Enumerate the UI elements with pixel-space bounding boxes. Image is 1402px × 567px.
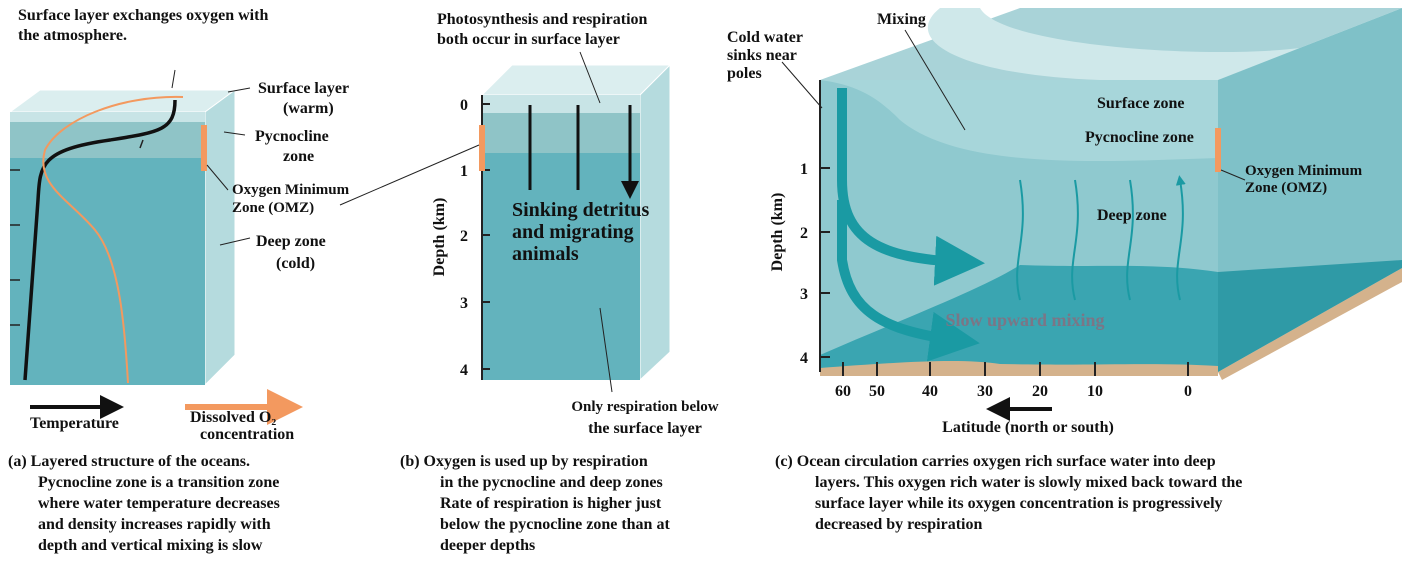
axis-label: Latitude (north or south) bbox=[942, 419, 1114, 436]
label: Pycnocline zone bbox=[1085, 129, 1194, 146]
legend-label: concentration bbox=[200, 426, 294, 443]
caption: and density increases rapidly with bbox=[38, 516, 271, 533]
diagram: Surface layer exchanges oxygen with the … bbox=[0, 0, 1402, 567]
caption: decreased by respiration bbox=[815, 516, 983, 533]
axis-label: Depth (km) bbox=[769, 193, 786, 272]
tick-label: 3 bbox=[800, 286, 808, 303]
caption: Pycnocline zone is a transition zone bbox=[38, 474, 279, 491]
label: Oxygen Minimum bbox=[232, 182, 350, 198]
note: the surface layer bbox=[588, 420, 702, 437]
tick-label: 2 bbox=[800, 225, 808, 242]
caption: depth and vertical mixing is slow bbox=[38, 537, 263, 554]
caption: (b) Oxygen is used up by respiration bbox=[400, 453, 648, 470]
tick-label: 1 bbox=[800, 161, 808, 178]
label: Surface layer bbox=[258, 80, 349, 97]
caption: deeper depths bbox=[440, 537, 535, 554]
label: Slow upward mixing bbox=[945, 310, 1104, 330]
tick-label: 20 bbox=[1032, 383, 1048, 400]
caption: (a) Layered structure of the oceans. bbox=[8, 453, 250, 470]
label: poles bbox=[727, 65, 762, 82]
label: (warm) bbox=[283, 100, 334, 117]
label: Deep zone bbox=[256, 233, 326, 250]
note: both occur in surface layer bbox=[437, 31, 620, 48]
label: sinks near bbox=[727, 47, 797, 64]
caption: Rate of respiration is higher just bbox=[440, 495, 662, 512]
label: and migrating bbox=[512, 221, 634, 243]
legend-label: Dissolved O₂ bbox=[190, 409, 276, 426]
label: animals bbox=[512, 243, 579, 265]
label: Pycnocline bbox=[255, 128, 329, 145]
caption: in the pycnocline and deep zones bbox=[440, 474, 663, 491]
label: zone bbox=[283, 148, 314, 165]
label: Oxygen Minimum bbox=[1245, 163, 1363, 179]
tick-label: 30 bbox=[977, 383, 993, 400]
panel-a: Surface layer exchanges oxygen with the … bbox=[8, 7, 350, 554]
caption: (c) Ocean circulation carries oxygen ric… bbox=[775, 453, 1216, 470]
tick-label: 1 bbox=[460, 163, 468, 180]
caption: where water temperature decreases bbox=[38, 495, 280, 512]
panel-b: Photosynthesis and respiration both occu… bbox=[340, 11, 719, 554]
label: Sinking detritus bbox=[512, 199, 649, 221]
tick-label: 0 bbox=[460, 97, 468, 114]
label: Zone (OMZ) bbox=[232, 200, 314, 216]
label: (cold) bbox=[276, 255, 315, 272]
tick-label: 60 bbox=[835, 383, 851, 400]
panel-c: Mixing Cold water sinks near poles Surfa… bbox=[727, 8, 1402, 533]
note: the atmosphere. bbox=[18, 27, 127, 44]
legend-label: Temperature bbox=[30, 415, 119, 432]
note: Only respiration below bbox=[571, 399, 718, 415]
tick-label: 10 bbox=[1087, 383, 1103, 400]
caption: below the pycnocline zone than at bbox=[440, 516, 670, 533]
caption: surface layer while its oxygen concentra… bbox=[815, 495, 1223, 512]
note: Photosynthesis and respiration bbox=[437, 11, 648, 28]
tick-label: 40 bbox=[922, 383, 938, 400]
tick-label: 0 bbox=[1184, 383, 1192, 400]
label: Deep zone bbox=[1097, 207, 1167, 224]
tick-label: 4 bbox=[460, 362, 468, 379]
tick-label: 50 bbox=[869, 383, 885, 400]
label: Mixing bbox=[877, 11, 926, 28]
tick-label: 4 bbox=[800, 350, 808, 367]
tick-label: 2 bbox=[460, 228, 468, 245]
caption: layers. This oxygen rich water is slowly… bbox=[815, 474, 1242, 491]
label: Cold water bbox=[727, 29, 803, 46]
label: Surface zone bbox=[1097, 95, 1185, 112]
note: Surface layer exchanges oxygen with bbox=[18, 7, 268, 24]
axis-label: Depth (km) bbox=[431, 198, 448, 277]
label: Zone (OMZ) bbox=[1245, 180, 1327, 196]
tick-label: 3 bbox=[460, 295, 468, 312]
